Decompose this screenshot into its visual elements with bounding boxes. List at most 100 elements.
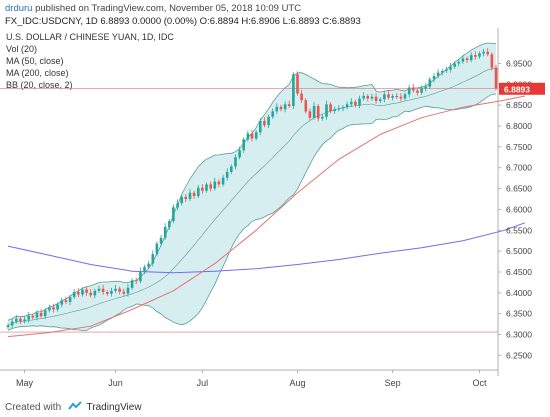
candle-body	[10, 321, 14, 326]
candle-body	[234, 157, 237, 167]
candle-body	[172, 207, 175, 222]
last-price-label: 6.8893	[504, 84, 530, 94]
y-tick-label: 6.4000	[506, 288, 532, 298]
candle-body	[242, 139, 245, 151]
candle-body	[449, 66, 452, 70]
candle-body	[101, 288, 105, 292]
footer: Created with TradingView	[5, 401, 142, 413]
y-tick-label: 6.2500	[506, 350, 532, 360]
candle-body	[72, 292, 76, 297]
candle-body	[312, 106, 316, 118]
candle-body	[436, 72, 440, 76]
candle-body	[19, 318, 22, 322]
candle-body	[110, 290, 113, 294]
candle-body	[333, 109, 336, 111]
candle-body	[267, 116, 270, 126]
candle-body	[490, 54, 494, 68]
candle-body	[486, 51, 489, 55]
candle-body	[68, 297, 72, 302]
bb-basis-line	[7, 68, 497, 326]
candle-body	[424, 86, 427, 89]
x-tick-label: Jun	[108, 378, 123, 388]
candle-body	[159, 237, 163, 244]
candle-body	[106, 292, 109, 294]
candle-body	[118, 288, 121, 292]
candle-body	[139, 271, 142, 282]
candle-body	[43, 310, 47, 317]
candle-body	[445, 69, 448, 71]
candle-body	[383, 94, 386, 100]
candle-body	[176, 203, 179, 208]
candle-body	[494, 67, 498, 89]
candle-body	[350, 101, 353, 105]
candle-body	[209, 184, 212, 189]
candle-body	[48, 307, 51, 311]
candle-body	[238, 150, 241, 158]
candle-body	[81, 289, 84, 295]
candle-body	[89, 292, 92, 296]
ma200-line	[7, 222, 526, 274]
candle-body	[370, 96, 374, 99]
tradingview-brand[interactable]: TradingView	[86, 402, 142, 413]
candle-body	[366, 96, 370, 99]
candle-body	[201, 187, 204, 191]
candle-body	[387, 94, 390, 98]
candle-body	[15, 318, 18, 322]
candle-body	[130, 280, 134, 288]
y-tick-label: 6.4500	[506, 267, 532, 277]
y-tick-label: 6.3000	[506, 330, 532, 340]
candle-body	[395, 96, 399, 97]
candles	[6, 48, 498, 330]
candle-body	[126, 287, 130, 294]
indicator-bb[interactable]: BB (20, close, 2)	[6, 80, 73, 90]
candle-body	[114, 288, 117, 291]
candle-body	[441, 71, 444, 73]
candle-body	[213, 181, 217, 189]
indicator-vol[interactable]: Vol (20)	[6, 44, 38, 54]
candle-body	[192, 192, 196, 196]
candle-body	[374, 96, 378, 101]
candle-body	[56, 304, 59, 310]
candle-body	[478, 53, 481, 57]
y-tick-label: 6.9500	[506, 58, 532, 68]
candle-body	[6, 325, 10, 328]
chart-title: U.S. DOLLAR / CHINESE YUAN, 1D, IDC	[6, 32, 174, 42]
indicator-ma50[interactable]: MA (50, close)	[6, 56, 64, 66]
y-tick-label: 6.8000	[506, 121, 532, 131]
bb-band-fill	[8, 43, 496, 331]
author-link[interactable]: drduru	[5, 3, 33, 14]
candle-body	[416, 90, 419, 93]
candle-body	[354, 101, 357, 106]
tradingview-logo-icon	[68, 401, 82, 410]
candle-body	[482, 51, 485, 54]
candle-body	[168, 221, 171, 227]
candle-body	[457, 61, 461, 64]
indicator-ma200[interactable]: MA (200, close)	[6, 68, 69, 78]
candle-body	[259, 121, 262, 133]
x-tick-label: May	[16, 378, 34, 388]
candle-body	[271, 111, 274, 117]
candle-body	[362, 96, 365, 99]
candle-body	[197, 187, 200, 196]
y-tick-label: 6.8500	[506, 100, 532, 110]
candle-body	[337, 108, 341, 110]
candle-body	[93, 290, 97, 296]
candle-body	[308, 111, 312, 118]
candle-body	[23, 319, 26, 322]
candle-body	[461, 58, 465, 62]
candle-body	[39, 312, 43, 317]
candle-body	[52, 307, 55, 310]
y-tick-label: 6.5500	[506, 225, 532, 235]
candle-body	[358, 98, 361, 106]
candle-body	[378, 99, 382, 101]
candle-body	[287, 104, 291, 106]
candle-body	[122, 291, 126, 294]
candle-body	[391, 96, 394, 98]
candle-body	[77, 292, 80, 295]
publish-line: drduru published on TradingView.com, Nov…	[5, 3, 301, 14]
candle-body	[279, 106, 283, 110]
candle-body	[432, 76, 436, 80]
candle-body	[230, 166, 233, 172]
candle-body	[300, 93, 303, 101]
